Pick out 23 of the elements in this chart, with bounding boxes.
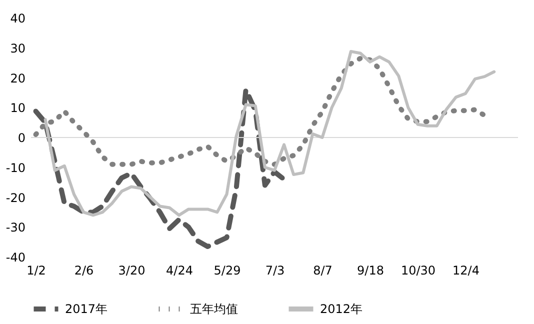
x-tick-label: 1/2 <box>26 264 46 278</box>
y-tick-label: 40 <box>10 12 26 26</box>
x-tick-label: 4/24 <box>166 264 193 278</box>
y-tick-label: 0 <box>18 131 26 145</box>
y-tick-label: -40 <box>6 250 26 264</box>
x-tick-label: 9/18 <box>357 264 384 278</box>
x-tick-label: 8/7 <box>313 264 332 278</box>
y-tick-label: 20 <box>10 71 26 86</box>
legend-label: 2012年 <box>320 302 363 316</box>
y-tick-label: -30 <box>6 220 26 235</box>
legend-label: 2017年 <box>65 302 108 316</box>
y-tick-label: 10 <box>10 101 26 116</box>
x-tick-label: 7/3 <box>265 264 285 278</box>
x-tick-label: 10/30 <box>400 264 436 278</box>
x-tick-label: 5/29 <box>214 264 241 278</box>
y-tick-label: 30 <box>10 41 26 56</box>
x-tick-label: 3/20 <box>118 264 146 278</box>
y-tick-label: -20 <box>6 190 26 205</box>
line-series <box>44 50 496 217</box>
x-tick-label: 2/6 <box>74 264 94 278</box>
x-tick-label: 12/4 <box>452 264 480 278</box>
legend-label: 五年均值 <box>190 302 238 316</box>
y-tick-label: -10 <box>6 160 26 175</box>
